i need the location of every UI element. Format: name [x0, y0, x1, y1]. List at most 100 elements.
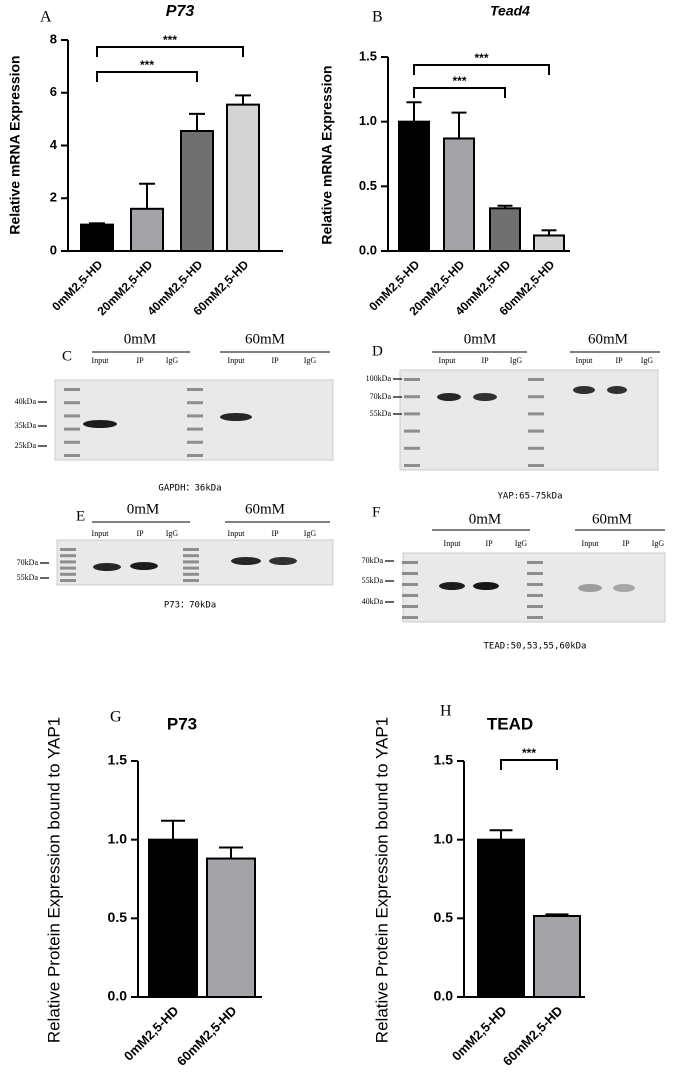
y-tick-label: 1.0	[108, 830, 128, 846]
lane-label: IgG	[641, 356, 654, 365]
panel-letter: B	[372, 9, 383, 26]
ladder-band	[528, 464, 544, 467]
protein-band	[83, 420, 117, 428]
ladder-band	[187, 427, 203, 431]
ladder-band	[64, 414, 80, 418]
ladder-band	[528, 446, 544, 450]
bar	[477, 838, 525, 999]
ladder-band	[60, 572, 76, 576]
ladder-band	[60, 566, 76, 570]
lane-label: IP	[271, 529, 279, 538]
lane-label: IP	[481, 356, 489, 365]
panel-letter: D	[372, 343, 383, 359]
panel-letter: A	[40, 9, 52, 26]
marker-label: 100kDa	[366, 374, 392, 383]
panel-letter: H	[440, 703, 452, 720]
bar	[489, 207, 521, 253]
ladder-band	[183, 548, 199, 551]
protein-band	[437, 393, 461, 401]
y-tick-label: 1.5	[359, 48, 377, 63]
bar	[533, 914, 581, 998]
ladder-band	[402, 594, 418, 597]
bar	[130, 207, 164, 253]
ladder-band	[402, 572, 418, 575]
protein-band	[613, 584, 635, 592]
lane-label: IgG	[510, 356, 523, 365]
lane-label: IgG	[166, 356, 179, 365]
y-tick-label: 2	[50, 190, 57, 205]
lane-label: IP	[485, 539, 493, 548]
y-tick-label: 0.5	[434, 909, 454, 925]
y-tick-label: 6	[50, 84, 57, 99]
significance-label: ***	[140, 58, 154, 72]
ladder-band	[528, 378, 544, 381]
y-tick-label: 4	[50, 137, 58, 152]
marker-label: 25kDa	[15, 441, 37, 450]
lane-label: Input	[228, 529, 246, 538]
significance-bracket	[96, 46, 244, 57]
ladder-band	[528, 429, 544, 433]
ladder-band	[187, 401, 203, 405]
protein-band	[231, 557, 261, 565]
ladder-band	[60, 554, 76, 558]
significance-bracket	[413, 87, 506, 98]
ladder-band	[183, 572, 199, 576]
y-tick-label: 0.5	[108, 909, 128, 925]
protein-band	[220, 413, 252, 421]
bar	[226, 103, 260, 253]
ladder-band	[528, 412, 544, 416]
protein-band	[269, 557, 297, 565]
chart-title: P73	[167, 714, 197, 733]
group-label: 0mM	[124, 331, 157, 347]
protein-band	[573, 386, 595, 394]
ladder-band	[187, 388, 203, 391]
protein-band	[607, 386, 627, 394]
ladder-band	[187, 454, 203, 457]
marker-label: 55kDa	[362, 576, 384, 585]
protein-band	[439, 582, 465, 590]
marker-label: 70kDa	[17, 558, 39, 567]
lane-label: IgG	[304, 356, 317, 365]
bar	[398, 120, 430, 252]
lane-label: IP	[271, 356, 279, 365]
lane-label: Input	[444, 539, 462, 548]
protein-band	[93, 563, 121, 571]
chart-title: P73	[166, 3, 195, 20]
lane-label: Input	[582, 539, 600, 548]
x-tick-label: 0mM2,5-HD	[449, 1003, 510, 1064]
group-label: 60mM	[592, 511, 632, 527]
ladder-band	[527, 561, 543, 564]
y-axis-label: Relative Protein Expression bound to YAP…	[372, 717, 391, 1043]
y-axis-label: Relative mRNA Expression	[7, 55, 23, 234]
ladder-band	[527, 605, 543, 608]
ladder-band	[527, 616, 543, 619]
ladder-band	[402, 605, 418, 608]
x-tick-label: 60mM2,5-HD	[500, 1003, 566, 1069]
bar	[80, 223, 114, 252]
significance-label: ***	[522, 746, 536, 760]
y-tick-label: 0	[50, 242, 57, 257]
lane-label: Input	[92, 356, 110, 365]
blot-caption: P73：70kDa	[164, 601, 216, 611]
lane-label: Input	[439, 356, 457, 365]
panel-letter: C	[62, 348, 72, 364]
marker-label: 70kDa	[362, 556, 384, 565]
panel-letter: F	[372, 504, 380, 520]
ladder-band	[402, 616, 418, 619]
group-label: 0mM	[127, 501, 160, 517]
group-label: 0mM	[469, 511, 502, 527]
ladder-band	[183, 560, 199, 564]
y-axis-label: Relative mRNA Expression	[319, 65, 335, 244]
marker-label: 40kDa	[15, 397, 37, 406]
lane-label: Input	[228, 356, 246, 365]
bar	[180, 129, 214, 252]
blot-caption: TEAD:50,53,55,60kDa	[484, 642, 587, 652]
blot-membrane	[54, 379, 334, 461]
significance-bracket	[413, 64, 550, 75]
lane-label: IgG	[652, 539, 665, 548]
x-tick-label: 0mM2,5-HD	[121, 1003, 182, 1064]
lane-label: IP	[136, 356, 144, 365]
significance-bracket	[96, 71, 198, 82]
x-tick-label: 60mM2,5-HD	[174, 1003, 240, 1069]
